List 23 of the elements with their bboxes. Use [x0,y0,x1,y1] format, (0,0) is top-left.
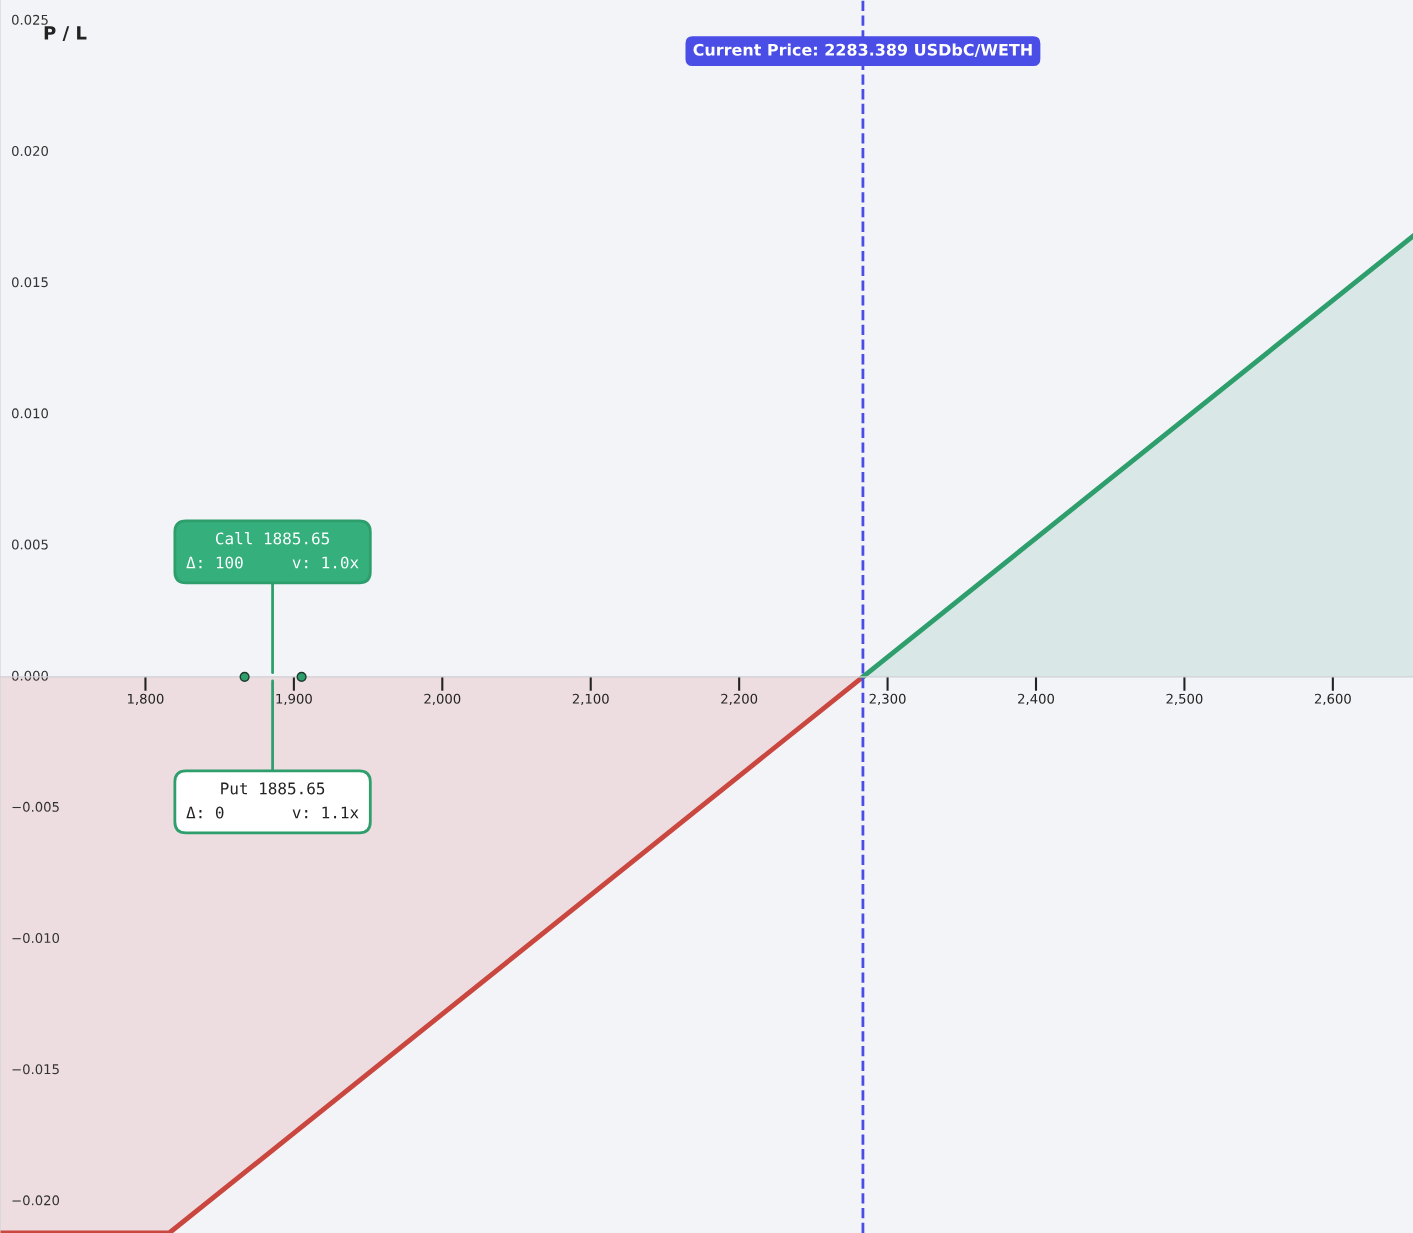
annotation: Put 1885.65 Δ: 0 v: 1.1x [186,782,359,819]
y-tick-label: 0.020 [11,146,49,156]
y-tick-label: −0.020 [12,1195,60,1206]
x-tick-label: 2,500 [1166,693,1203,706]
y-tick-label: 0.025 [11,14,48,25]
x-tick-label: 2,100 [572,693,609,706]
y-tick-label: −0.005 [12,801,59,812]
x-tick-label: 2,000 [424,693,461,706]
y-axis-title: P / L [44,26,87,42]
y-tick-label: −0.015 [12,1064,59,1075]
x-tick-label: 2,600 [1314,693,1351,706]
y-tick-label: 0.000 [11,670,49,681]
x-tick-label: 2,300 [869,693,906,706]
x-tick-label: 1,800 [128,693,164,706]
y-tick-label: −0.010 [12,933,60,944]
y-tick-label: 0.010 [11,408,49,419]
x-tick-label: 2,200 [721,693,758,706]
x-tick-label: 1,900 [276,693,312,706]
y-tick-label: 0.005 [11,539,48,550]
ref-line-label: Current Price: 2283.389 USDbC/WETH [693,43,1032,58]
annotation: Call 1885.65 Δ: 100 v: 1.0x [186,532,359,569]
x-tick-label: 2,400 [1018,693,1055,706]
y-tick-label: 0.015 [11,277,48,288]
